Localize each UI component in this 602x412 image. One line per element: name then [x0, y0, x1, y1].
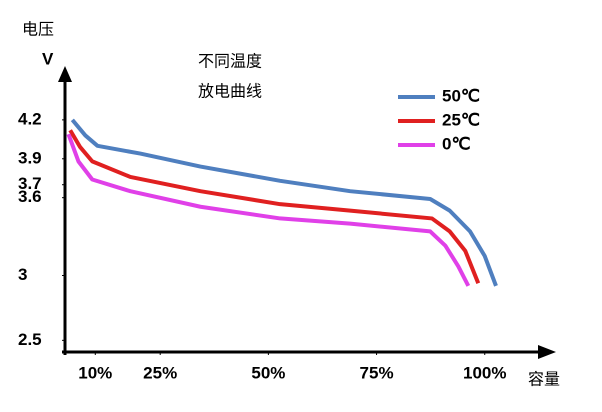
y-tick-label: 3 — [18, 265, 27, 284]
x-tick-label: 10% — [78, 363, 112, 382]
legend-label: 50℃ — [442, 86, 480, 105]
legend-label: 0℃ — [442, 134, 471, 153]
x-axis-arrow — [538, 345, 556, 359]
y-tick-label: 4.2 — [18, 109, 42, 128]
y-tick-label: 3.7 — [18, 174, 42, 193]
y-axis-title: 电压 — [22, 20, 54, 39]
x-tick-label: 75% — [360, 363, 394, 382]
x-tick-label: 50% — [251, 363, 285, 382]
y-tick-label: 3.6 — [18, 187, 42, 206]
series-line — [66, 133, 471, 287]
series-line — [70, 118, 498, 287]
x-tick-label: 100% — [463, 363, 506, 382]
y-tick-label: 3.9 — [18, 148, 42, 167]
legend-label: 25℃ — [442, 110, 480, 129]
annotation: 不同温度 — [198, 52, 262, 71]
y-tick-label: 2.5 — [18, 330, 42, 349]
annotation: 放电曲线 — [198, 82, 262, 101]
x-axis-title: 容量 — [528, 370, 560, 389]
y-axis-unit: V — [42, 49, 54, 68]
series-line — [68, 129, 481, 285]
x-tick-label: 25% — [143, 363, 177, 382]
y-axis-arrow — [58, 66, 72, 82]
